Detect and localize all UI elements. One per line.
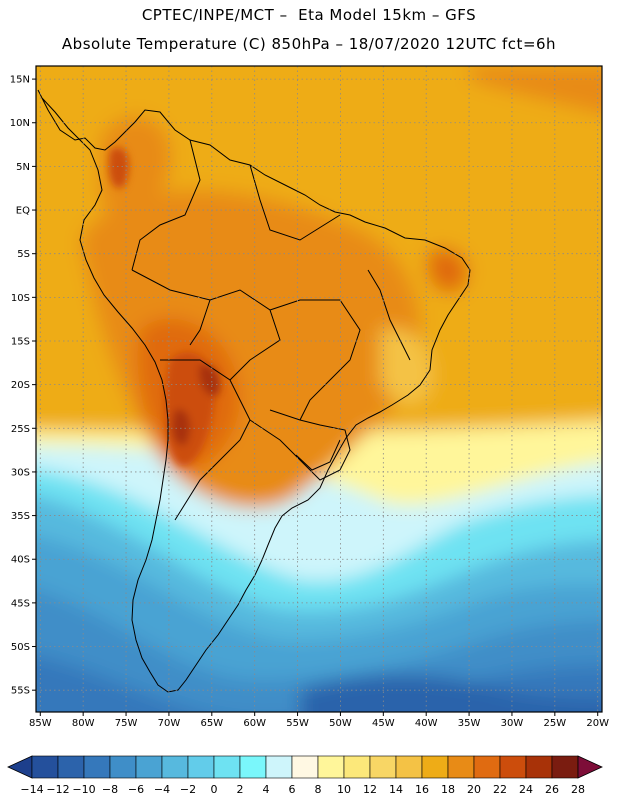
- colorbar-label: 4: [263, 783, 270, 796]
- colorbar-min-arrow: [7, 755, 33, 779]
- colorbar-swatch: [395, 755, 423, 779]
- y-tick-label: 10N: [10, 118, 30, 129]
- x-tick-label: 65W: [200, 718, 223, 729]
- x-tick-label: 40W: [415, 718, 438, 729]
- colorbar-label: −8: [102, 783, 118, 796]
- colorbar-label: 26: [545, 783, 559, 796]
- y-tick-label: 15S: [11, 336, 30, 347]
- title-line-2: Absolute Temperature (C) 850hPa – 18/07/…: [61, 35, 557, 53]
- colorbar-swatch: [109, 755, 137, 779]
- colorbar-swatch: [525, 755, 553, 779]
- colorbar-label: 14: [389, 783, 403, 796]
- colorbar-swatch: [31, 755, 59, 779]
- y-tick-label: 20S: [11, 380, 30, 391]
- colorbar: −14 −12 −10 −8 −6 −4 −2 0 2 4 6 8 10 12 14 16 18 20 22 24 26…: [7, 755, 603, 796]
- y-tick-label: 25S: [11, 424, 30, 435]
- colorbar-swatch: [161, 755, 189, 779]
- colorbar-swatch: [447, 755, 475, 779]
- y-tick-label: 15N: [10, 75, 30, 86]
- colorbar-swatch: [213, 755, 241, 779]
- colorbar-label: 2: [237, 783, 244, 796]
- map-frame: [35, 65, 603, 713]
- colorbar-swatch: [291, 755, 319, 779]
- colorbar-swatch: [317, 755, 345, 779]
- y-tick-label: 50S: [11, 642, 30, 653]
- colorbar-label: 0: [211, 783, 218, 796]
- colorbar-label: 24: [519, 783, 533, 796]
- colorbar-label: −14: [20, 783, 43, 796]
- colorbar-label: 16: [415, 783, 429, 796]
- colorbar-swatch: [343, 755, 371, 779]
- colorbar-label: 10: [337, 783, 351, 796]
- colorbar-label: 6: [289, 783, 296, 796]
- colorbar-swatch: [369, 755, 397, 779]
- x-tick-label: 85W: [29, 718, 52, 729]
- coastlines: [37, 89, 471, 693]
- y-tick-label: 10S: [11, 293, 30, 304]
- y-tick-label: 40S: [11, 555, 30, 566]
- x-tick-label: 50W: [329, 718, 352, 729]
- x-tick-label: 20W: [586, 718, 609, 729]
- colorbar-swatch: [421, 755, 449, 779]
- colorbar-label: 22: [493, 783, 507, 796]
- y-tick-label: 30S: [11, 467, 30, 478]
- colorbar-swatch: [239, 755, 267, 779]
- y-tick-label: 45S: [11, 598, 30, 609]
- x-tick-label: 25W: [544, 718, 567, 729]
- colorbar-label: −6: [128, 783, 144, 796]
- colorbar-label: −2: [180, 783, 196, 796]
- colorbar-label: 8: [315, 783, 322, 796]
- colorbar-label: 12: [363, 783, 377, 796]
- x-tick-label: 45W: [372, 718, 395, 729]
- x-tick-label: 80W: [72, 718, 95, 729]
- y-tick-label: EQ: [16, 206, 30, 217]
- x-tick-label: 30W: [501, 718, 524, 729]
- colorbar-swatch: [57, 755, 85, 779]
- colorbar-label: 28: [571, 783, 585, 796]
- colorbar-swatch: [83, 755, 111, 779]
- colorbar-label: −12: [46, 783, 69, 796]
- colorbar-swatch: [135, 755, 163, 779]
- colorbar-label: −4: [154, 783, 170, 796]
- colorbar-label: 18: [441, 783, 455, 796]
- colorbar-label: −10: [72, 783, 95, 796]
- y-tick-label: 55S: [11, 686, 30, 697]
- colorbar-max-arrow: [577, 755, 603, 779]
- x-tick-label: 75W: [115, 718, 138, 729]
- title-line-1: CPTEC/INPE/MCT – Eta Model 15km – GFS: [141, 6, 477, 24]
- colorbar-swatch: [551, 755, 579, 779]
- axis-labels: 85W 80W 75W 70W 65W 60W 55W 50W 45W 40W 35W 30W 25W 2…: [10, 75, 609, 729]
- x-tick-label: 60W: [243, 718, 266, 729]
- x-tick-label: 35W: [458, 718, 481, 729]
- y-tick-label: 5N: [16, 162, 30, 173]
- y-tick-label: 5S: [17, 249, 30, 260]
- x-tick-label: 55W: [286, 718, 309, 729]
- colorbar-label: 20: [467, 783, 481, 796]
- colorbar-swatch: [187, 755, 215, 779]
- colorbar-swatch: [265, 755, 293, 779]
- y-tick-label: 35S: [11, 511, 30, 522]
- colorbar-swatch: [499, 755, 527, 779]
- colorbar-swatch: [473, 755, 501, 779]
- x-tick-label: 70W: [158, 718, 181, 729]
